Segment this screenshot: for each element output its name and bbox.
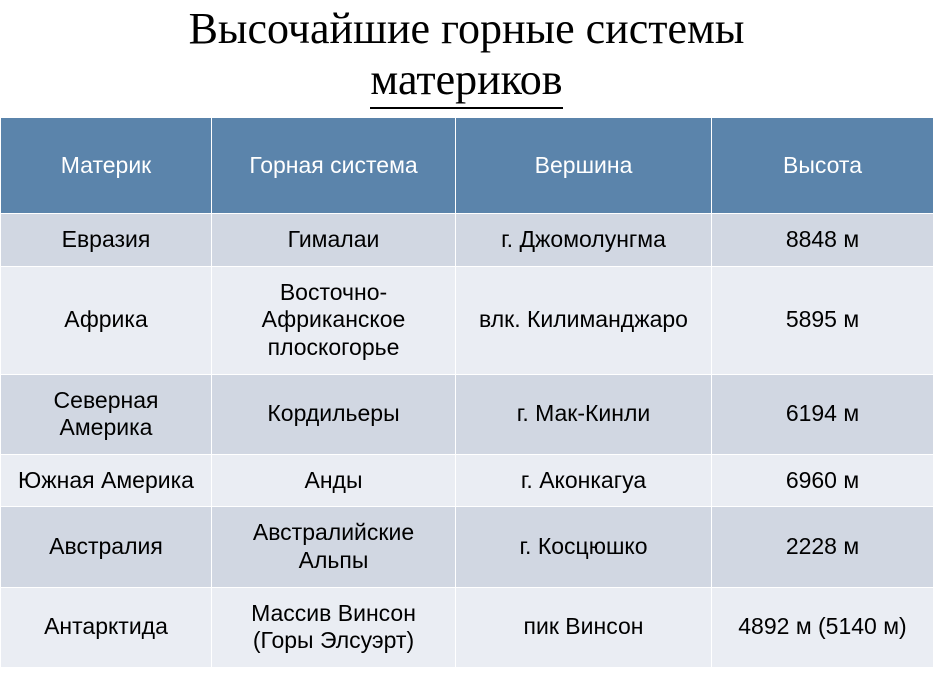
col-header-peak: Вершина	[456, 118, 712, 214]
cell-peak: пик Винсон	[456, 587, 712, 667]
table-row: Австралия Австралийские Альпы г. Косцюшк…	[1, 507, 933, 587]
cell-peak: г. Мак-Кинли	[456, 374, 712, 454]
cell-continent: Северная Америка	[1, 374, 212, 454]
col-header-system: Горная система	[212, 118, 456, 214]
cell-height: 6194 м	[712, 374, 933, 454]
cell-peak: г. Косцюшко	[456, 507, 712, 587]
cell-height: 8848 м	[712, 214, 933, 267]
title-line-2: материков	[370, 55, 562, 110]
page-title: Высочайшие горные системы материков	[0, 0, 933, 117]
table-row: Южная Америка Анды г. Аконкагуа 6960 м	[1, 454, 933, 507]
table-row: Северная Америка Кордильеры г. Мак-Кинли…	[1, 374, 933, 454]
cell-continent: Евразия	[1, 214, 212, 267]
cell-system: Массив Винсон (Горы Элсуэрт)	[212, 587, 456, 667]
cell-continent: Африка	[1, 266, 212, 374]
title-line-1: Высочайшие горные системы	[20, 4, 913, 55]
table-row: Антарктида Массив Винсон (Горы Элсуэрт) …	[1, 587, 933, 667]
table-row: Евразия Гималаи г. Джомолунгма 8848 м	[1, 214, 933, 267]
table-row: Африка Восточно-Африканское плоскогорье …	[1, 266, 933, 374]
page: Высочайшие горные системы материков Мате…	[0, 0, 933, 700]
cell-height: 5895 м	[712, 266, 933, 374]
cell-height: 4892 м (5140 м)	[712, 587, 933, 667]
cell-system: Восточно-Африканское плоскогорье	[212, 266, 456, 374]
cell-height: 6960 м	[712, 454, 933, 507]
cell-system: Гималаи	[212, 214, 456, 267]
cell-system: Кордильеры	[212, 374, 456, 454]
cell-continent: Южная Америка	[1, 454, 212, 507]
cell-peak: влк. Килиманджаро	[456, 266, 712, 374]
col-header-height: Высота	[712, 118, 933, 214]
cell-peak: г. Джомолунгма	[456, 214, 712, 267]
cell-continent: Антарктида	[1, 587, 212, 667]
cell-continent: Австралия	[1, 507, 212, 587]
cell-peak: г. Аконкагуа	[456, 454, 712, 507]
cell-system: Австралийские Альпы	[212, 507, 456, 587]
cell-height: 2228 м	[712, 507, 933, 587]
table-header-row: Материк Горная система Вершина Высота	[1, 118, 933, 214]
mountain-table: Материк Горная система Вершина Высота Ев…	[0, 117, 933, 668]
col-header-continent: Материк	[1, 118, 212, 214]
cell-system: Анды	[212, 454, 456, 507]
